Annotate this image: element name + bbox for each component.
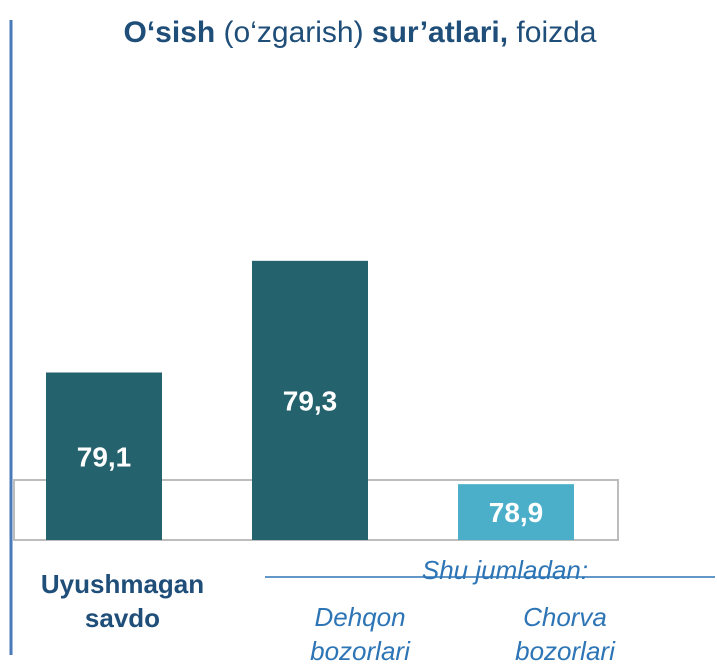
title-part: sur’atlari, — [372, 16, 508, 49]
title-part: O‘sish — [124, 16, 216, 49]
chart-title: O‘sish (o‘zgarish) sur’atlari, foizda — [124, 16, 597, 49]
bar — [458, 484, 574, 540]
title-part: (o‘zgarish) — [215, 16, 372, 49]
bar — [252, 260, 368, 540]
value-label: 78,9 — [489, 497, 544, 528]
title-part: foizda — [508, 16, 597, 49]
bars: 79,1 79,3 78,9 — [46, 260, 574, 540]
x-tick-label: Uyushmagan savdo — [40, 569, 205, 633]
x-tick-label: Dehqon bozorlari — [310, 602, 410, 666]
value-label: 79,3 — [283, 385, 338, 416]
bar — [46, 372, 162, 540]
value-label: 79,1 — [77, 441, 132, 472]
annotation: Shu jumladan: — [421, 555, 589, 585]
x-tick-label: Chorva bozorlari — [515, 602, 615, 666]
